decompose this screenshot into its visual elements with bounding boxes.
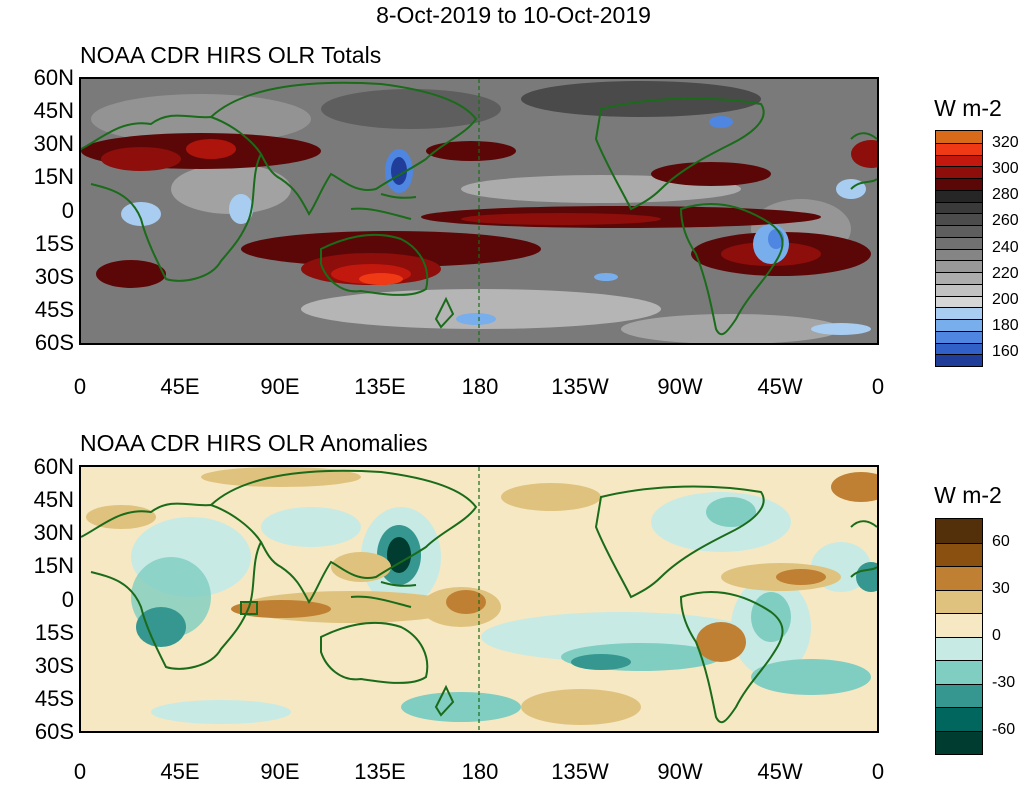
- lat-label: 60N: [33, 454, 74, 479]
- colorbar-swatch: [936, 589, 982, 613]
- colorbar-label: 220: [992, 264, 1019, 282]
- colorbar-swatch: [936, 248, 982, 261]
- colorbar-swatch: [936, 342, 982, 355]
- lat-label: 45N: [33, 487, 74, 512]
- lat-label: 30S: [34, 653, 74, 678]
- totals-map: [79, 77, 879, 345]
- totals-panel-title: NOAA CDR HIRS OLR Totals: [80, 42, 382, 68]
- lon-label: 0: [73, 374, 87, 399]
- colorbar-swatch: [936, 189, 982, 202]
- lon-label: 135W: [551, 374, 609, 399]
- colorbar-swatch: [936, 330, 982, 343]
- colorbar-swatch: [936, 178, 982, 190]
- colorbar-swatch: [936, 142, 982, 155]
- colorbar-label: 180: [992, 316, 1019, 334]
- anomalies-field: [81, 467, 877, 731]
- lat-label: 45S: [34, 686, 74, 711]
- colorbar-swatch: [936, 307, 982, 319]
- anomalies-colorbar: [935, 518, 983, 755]
- colorbar-swatch: [936, 660, 982, 684]
- anomalies-panel-title: NOAA CDR HIRS OLR Anomalies: [80, 430, 428, 456]
- colorbar-swatch: [936, 201, 982, 214]
- colorbar-swatch: [936, 319, 982, 331]
- colorbar-swatch: [936, 730, 982, 754]
- colorbar-label: 260: [992, 212, 1019, 230]
- lon-label: 0: [871, 374, 885, 399]
- colorbar-label: 280: [992, 186, 1019, 204]
- colorbar-label: 160: [992, 342, 1019, 360]
- colorbar-swatch: [936, 613, 982, 637]
- lon-label: 45E: [160, 759, 200, 784]
- lat-label: 15N: [33, 164, 74, 189]
- totals-colorbar: [935, 130, 983, 367]
- anomalies-map: [79, 465, 879, 733]
- colorbar-label: 300: [992, 160, 1019, 178]
- lat-label: 45S: [34, 297, 74, 322]
- colorbar-label: -60: [992, 720, 1016, 738]
- colorbar-label: 30: [992, 579, 1010, 597]
- colorbar-label: 0: [992, 626, 1001, 644]
- colorbar-swatch: [936, 283, 982, 296]
- lat-label: 0: [61, 198, 74, 223]
- lat-label: 45N: [33, 98, 74, 123]
- colorbar-swatch: [936, 260, 982, 272]
- colorbar-swatch: [936, 566, 982, 590]
- lon-label: 135W: [551, 759, 609, 784]
- lon-label: 180: [461, 759, 499, 784]
- lon-label: 0: [871, 759, 885, 784]
- lat-label: 60S: [34, 330, 74, 355]
- lon-label: 90E: [260, 759, 300, 784]
- lat-label: 60S: [34, 719, 74, 744]
- lon-label: 45W: [757, 374, 803, 399]
- lat-label: 30N: [33, 131, 74, 156]
- lat-label: 15N: [33, 553, 74, 578]
- colorbar-swatch: [936, 166, 982, 178]
- lon-label: 90W: [657, 759, 703, 784]
- lat-label: 30N: [33, 520, 74, 545]
- colorbar-swatch: [936, 636, 982, 660]
- colorbar-label: 320: [992, 134, 1019, 152]
- lon-label: 90E: [260, 374, 300, 399]
- lat-label: 0: [61, 587, 74, 612]
- lon-label: 0: [73, 759, 87, 784]
- colorbar-swatch: [936, 236, 982, 249]
- lon-label: 135E: [354, 374, 406, 399]
- lon-label: 45E: [160, 374, 200, 399]
- colorbar-label: 60: [992, 532, 1010, 550]
- colorbar-swatch: [936, 707, 982, 731]
- colorbar-label: -30: [992, 673, 1016, 691]
- lat-label: 15S: [34, 231, 74, 256]
- totals-colorbar-labels: 320 300 280 260 240 220 200 180 160: [992, 130, 1027, 365]
- colorbar-swatch: [936, 542, 982, 566]
- colorbar-swatch: [936, 683, 982, 707]
- colorbar-swatch: [936, 225, 982, 237]
- colorbar-swatch: [936, 272, 982, 284]
- totals-field: [81, 79, 877, 343]
- colorbar-swatch: [936, 354, 982, 366]
- lon-label: 90W: [657, 374, 703, 399]
- colorbar-swatch: [936, 131, 982, 143]
- lat-label: 60N: [33, 65, 74, 90]
- totals-colorbar-title: W m-2: [934, 95, 1002, 121]
- colorbar-swatch: [936, 213, 982, 225]
- lon-label: 45W: [757, 759, 803, 784]
- colorbar-label: 200: [992, 290, 1019, 308]
- colorbar-swatch: [936, 295, 982, 308]
- anomalies-colorbar-labels: 60 30 0 -30 -60: [992, 518, 1027, 753]
- colorbar-swatch: [936, 154, 982, 167]
- colorbar-label: 240: [992, 238, 1019, 256]
- lat-label: 30S: [34, 264, 74, 289]
- lon-label: 135E: [354, 759, 406, 784]
- anomalies-colorbar-title: W m-2: [934, 482, 1002, 508]
- lon-label: 180: [461, 374, 499, 399]
- lat-label: 15S: [34, 620, 74, 645]
- colorbar-swatch: [936, 519, 982, 543]
- figure-title: 8-Oct-2019 to 10-Oct-2019: [376, 2, 651, 28]
